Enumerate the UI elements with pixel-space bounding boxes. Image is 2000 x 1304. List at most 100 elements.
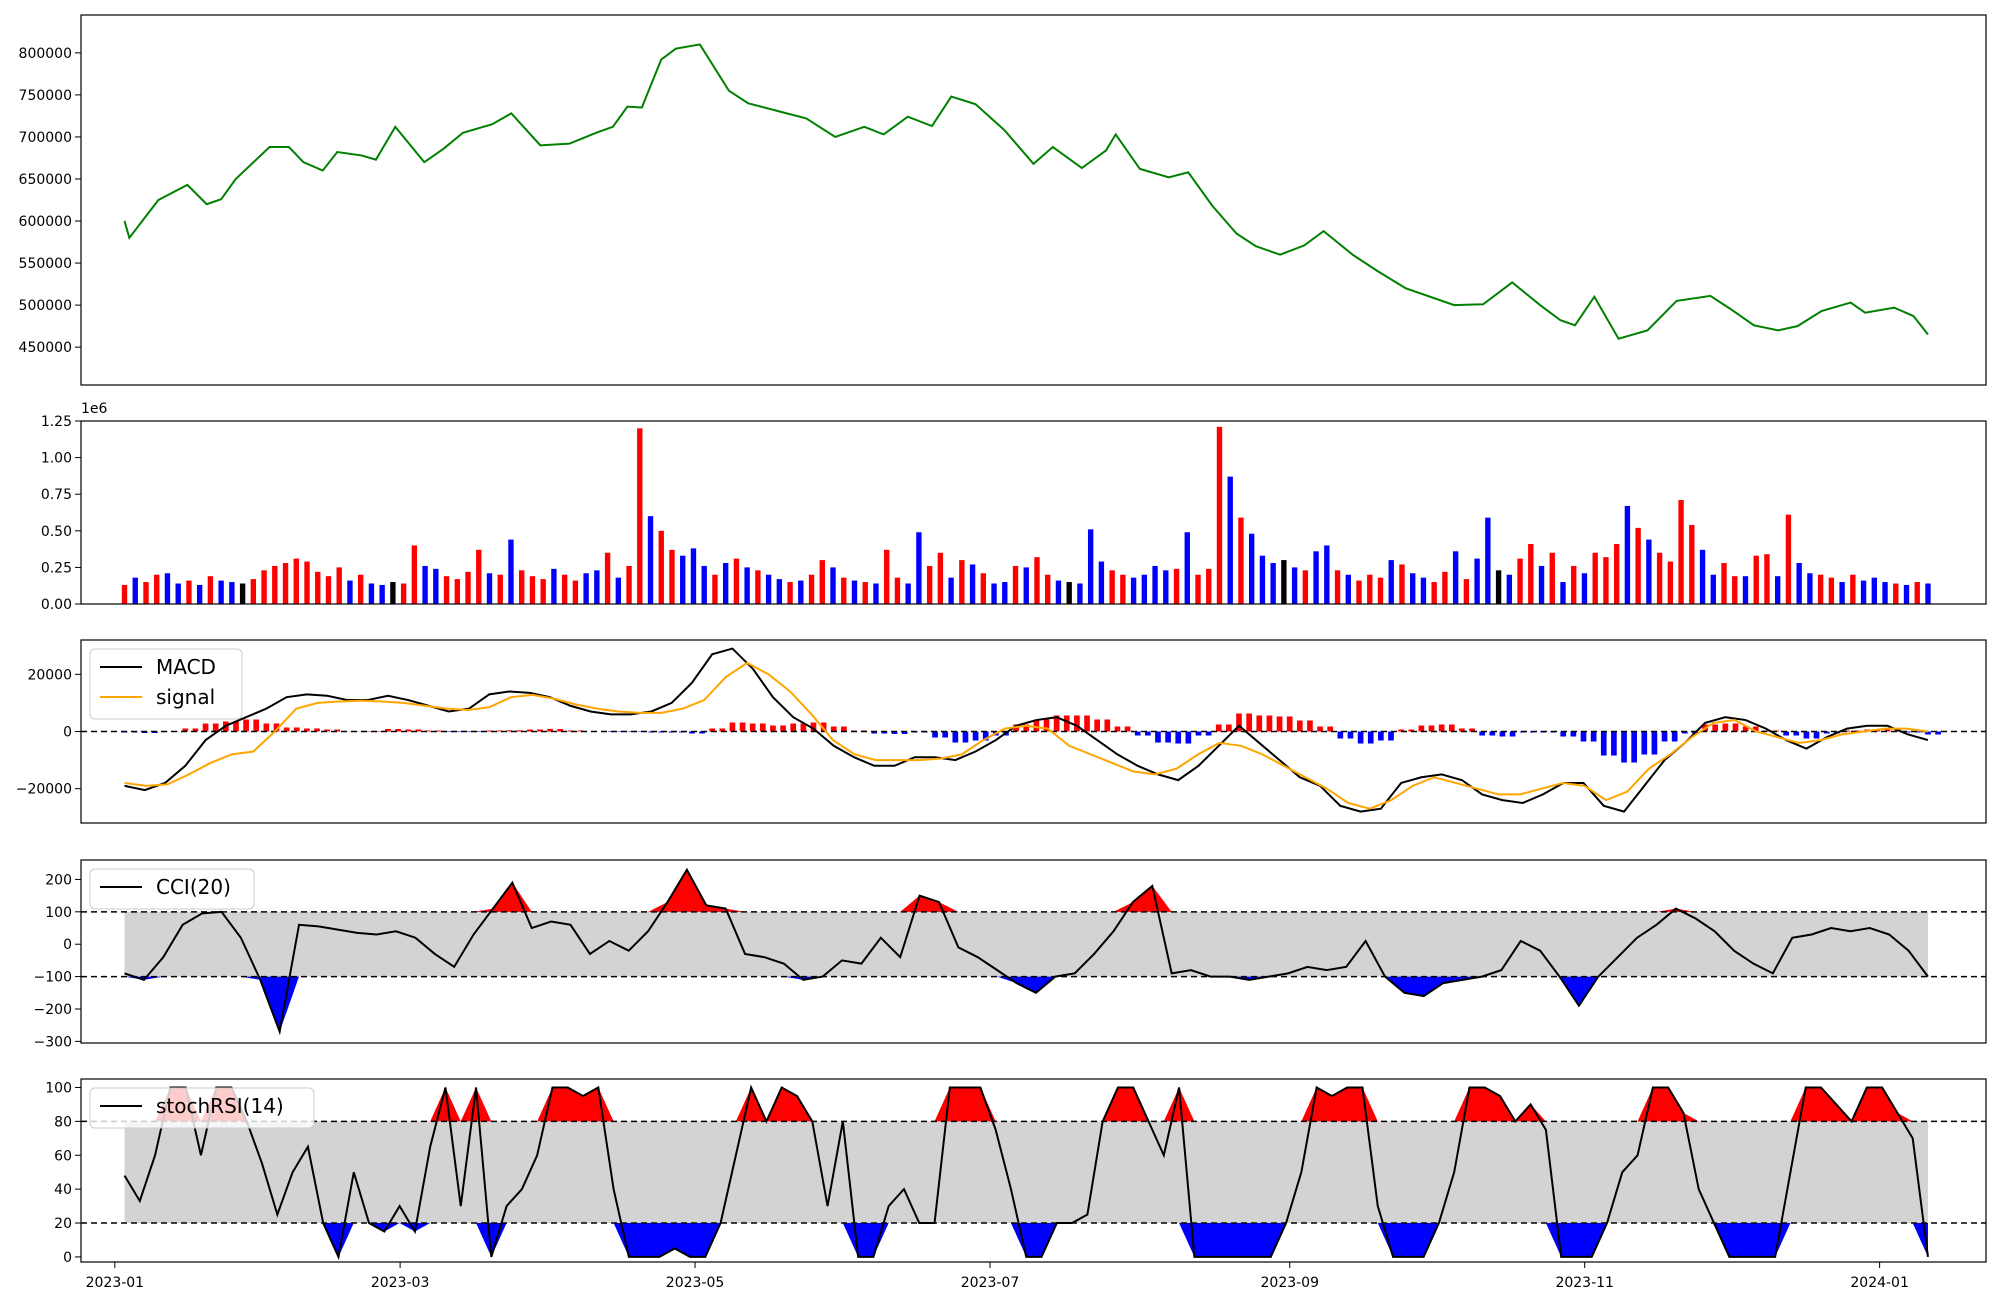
volume-bar (1507, 575, 1512, 604)
x-tick-label: 2023-05 (666, 1275, 725, 1291)
macd-histogram-bar (1104, 719, 1110, 731)
volume-bar (1335, 570, 1340, 604)
volume-bar (1721, 563, 1726, 604)
macd-histogram-bar (1084, 715, 1090, 731)
volume-bar (1528, 544, 1533, 604)
volume-bar (583, 573, 588, 604)
volume-bar (176, 584, 181, 604)
macd-histogram-bar (1175, 732, 1181, 744)
volume-bar (1389, 560, 1394, 604)
volume-bar (1303, 570, 1308, 604)
volume-bar (283, 563, 288, 604)
macd-histogram-bar (264, 723, 270, 731)
volume-bar (863, 582, 868, 604)
macd-histogram-bar (1611, 732, 1617, 756)
volume-bar (251, 579, 256, 604)
volume-bar (1560, 582, 1565, 604)
legend-label: stochRSI(14) (156, 1094, 284, 1118)
volume-bar (1356, 581, 1361, 604)
volume-bar (1174, 569, 1179, 604)
macd-histogram-bar (1500, 732, 1506, 737)
macd-histogram-bar (1672, 732, 1678, 742)
volume-bar (1421, 578, 1426, 604)
y-tick-label: 200 (45, 872, 72, 888)
macd-histogram-bar (1419, 725, 1425, 731)
macd-histogram-bar (780, 725, 786, 731)
macd-histogram-bar (932, 732, 938, 738)
macd-histogram-bar (1560, 732, 1566, 737)
volume-bar (551, 569, 556, 604)
macd-histogram-bar (243, 719, 249, 731)
volume-bar (1067, 582, 1072, 604)
volume-bar (873, 584, 878, 604)
volume-bar (337, 567, 342, 604)
volume-bar (530, 576, 535, 604)
y-tick-label: 20 (54, 1216, 72, 1232)
macd-histogram-bar (750, 723, 756, 731)
volume-bar (498, 575, 503, 604)
volume-bar (1754, 556, 1759, 604)
volume-bar (1764, 554, 1769, 604)
legend-label: CCI(20) (156, 875, 231, 899)
volume-bar (165, 573, 170, 604)
macd-histogram-bar (253, 719, 259, 731)
volume-bar (1206, 569, 1211, 604)
y-tick-label: 100 (45, 1080, 72, 1096)
macd-histogram-bar (1804, 732, 1810, 739)
volume-bar (133, 578, 138, 604)
x-tick-label: 2023-09 (1261, 1275, 1320, 1291)
volume-bar (905, 584, 910, 604)
y-tick-label: 100 (45, 905, 72, 921)
volume-bar (1378, 578, 1383, 604)
volume-bar (916, 532, 921, 604)
volume-bar (1270, 563, 1275, 604)
volume-bar (1238, 518, 1243, 604)
volume-bar (1850, 575, 1855, 604)
volume-bar (1099, 562, 1104, 604)
volume-bar (358, 575, 363, 604)
macd-histogram-bar (466, 732, 472, 733)
y-tick-label: 0 (63, 725, 72, 741)
stochrsi-oversold-fill (125, 1223, 1928, 1257)
volume-bar (401, 584, 406, 604)
volume-bar (766, 575, 771, 604)
macd-histogram-bar (1581, 732, 1587, 742)
x-tick-label: 2024-01 (1850, 1275, 1909, 1291)
y-tick-label: 0.00 (41, 597, 72, 613)
volume-bar (841, 578, 846, 604)
volume-bar (1185, 532, 1190, 604)
legend-label: MACD (156, 655, 216, 679)
volume-bar (143, 582, 148, 604)
volume-bar (1657, 553, 1662, 604)
y-tick-label: −300 (34, 1034, 72, 1050)
volume-bar (777, 579, 782, 604)
volume-bar (938, 553, 943, 604)
volume-bar (1796, 563, 1801, 604)
volume-bar (1925, 584, 1930, 604)
volume-bar (981, 573, 986, 604)
macd-histogram-bar (963, 732, 969, 743)
stochrsi-band (125, 1121, 1928, 1223)
volume-bar (669, 550, 674, 604)
volume-offset-label: 1e6 (81, 401, 108, 417)
volume-bar (1915, 582, 1920, 604)
volume-bar (1346, 575, 1351, 604)
volume-bar (1603, 557, 1608, 604)
macd-histogram-bar (1246, 713, 1252, 731)
macd-histogram-bar (952, 732, 958, 743)
volume-bar (702, 566, 707, 604)
volume-bar (444, 576, 449, 604)
volume-bar (1786, 515, 1791, 604)
macd-histogram-bar (1814, 732, 1820, 739)
macd-histogram-bar (1307, 720, 1313, 731)
macd-histogram-bar (740, 722, 746, 731)
volume-bar (422, 566, 427, 604)
volume-bar (1593, 553, 1598, 604)
y-tick-label: 40 (54, 1182, 72, 1198)
volume-bar (1324, 545, 1329, 604)
y-tick-label: 750000 (19, 88, 72, 104)
volume-bar (1904, 585, 1909, 604)
volume-bar (1625, 506, 1630, 604)
